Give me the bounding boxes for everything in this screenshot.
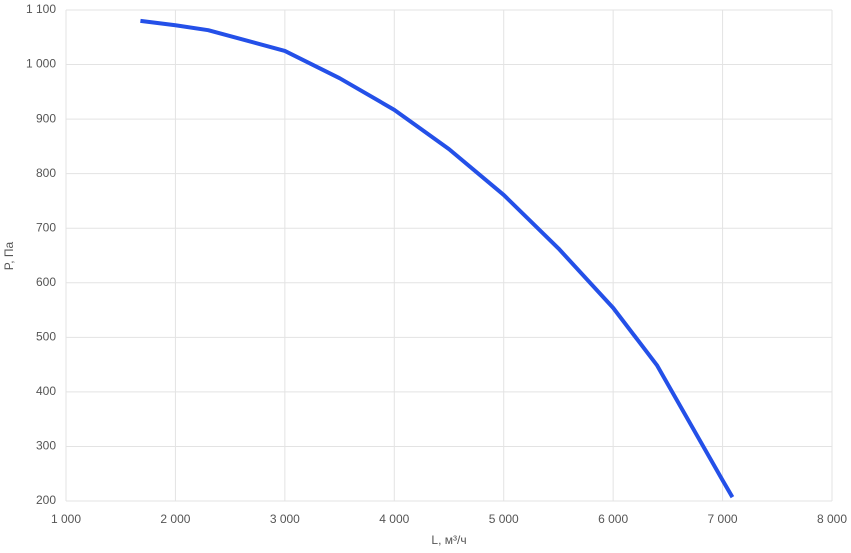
y-tick-label: 300 [36, 439, 56, 453]
y-tick-label: 400 [36, 384, 56, 398]
y-tick-label: 900 [36, 111, 56, 125]
y-tick-label: 800 [36, 166, 56, 180]
x-tick-label: 3 000 [270, 512, 300, 526]
x-tick-label: 4 000 [379, 512, 409, 526]
x-tick-label: 1 000 [51, 512, 81, 526]
y-tick-label: 700 [36, 220, 56, 234]
y-tick-label: 200 [36, 493, 56, 507]
y-tick-label: 500 [36, 330, 56, 344]
x-tick-label: 6 000 [598, 512, 628, 526]
x-tick-label: 2 000 [160, 512, 190, 526]
y-tick-label: 1 000 [26, 57, 56, 71]
x-tick-label: 8 000 [817, 512, 847, 526]
y-axis-label: P, Па [2, 241, 16, 270]
x-tick-label: 5 000 [489, 512, 519, 526]
y-tick-label: 600 [36, 275, 56, 289]
x-tick-label: 7 000 [708, 512, 738, 526]
x-axis-label: L, м³/ч [431, 533, 466, 547]
line [140, 18, 735, 499]
y-tick-label: 1 100 [26, 2, 56, 16]
